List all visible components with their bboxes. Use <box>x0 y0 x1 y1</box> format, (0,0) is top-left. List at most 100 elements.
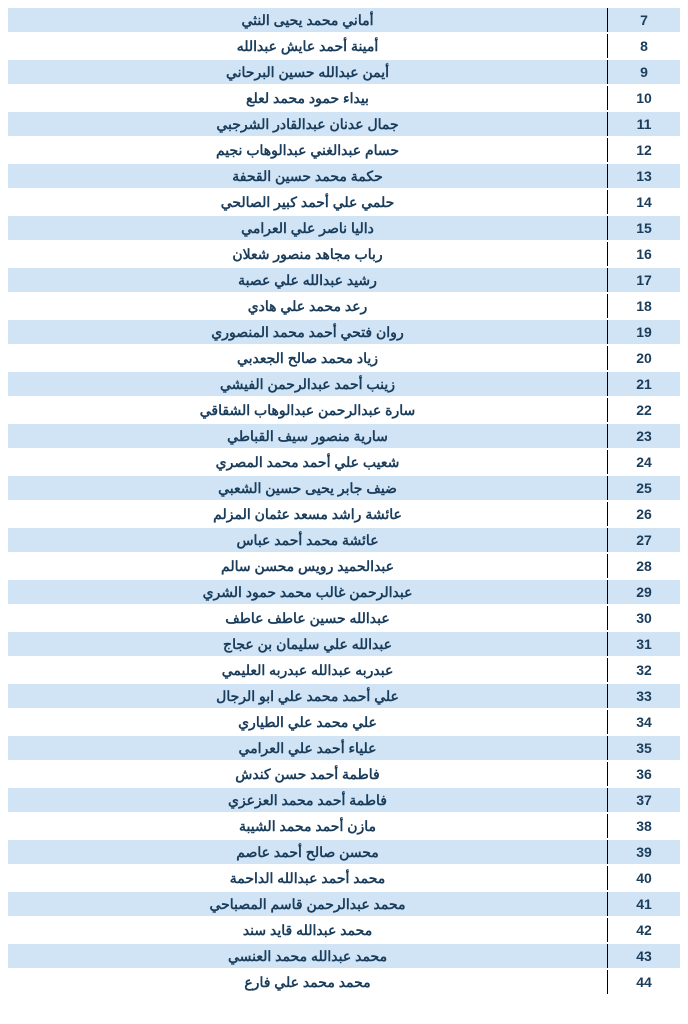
table-row: أيمن عبدالله حسين البرحاني9 <box>8 60 680 86</box>
table-row: حلمي علي أحمد كبير الصالحي14 <box>8 190 680 216</box>
table-row: عبدالرحمن غالب محمد حمود الشري29 <box>8 580 680 606</box>
number-cell: 35 <box>608 736 680 760</box>
table-row: داليا ناصر علي العرامي15 <box>8 216 680 242</box>
table-row: محمد عبدالرحمن قاسم المصباحي41 <box>8 892 680 918</box>
table-row: محمد أحمد عبدالله الداحمة40 <box>8 866 680 892</box>
name-cell: محمد عبدالله قايد سند <box>8 918 608 942</box>
number-cell: 19 <box>608 320 680 344</box>
number-cell: 27 <box>608 528 680 552</box>
number-cell: 22 <box>608 398 680 422</box>
table-row: رباب مجاهد منصور شعلان16 <box>8 242 680 268</box>
table-row: عبدالحميد رويس محسن سالم28 <box>8 554 680 580</box>
number-cell: 34 <box>608 710 680 734</box>
name-cell: محسن صالح أحمد عاصم <box>8 840 608 864</box>
table-row: زينب أحمد عبدالرحمن الفيشي21 <box>8 372 680 398</box>
name-cell: مازن أحمد محمد الشيبة <box>8 814 608 838</box>
table-row: سارة عبدالرحمن عبدالوهاب الشقاقي22 <box>8 398 680 424</box>
name-cell: عائشة راشد مسعد عثمان المزلم <box>8 502 608 526</box>
number-cell: 39 <box>608 840 680 864</box>
number-cell: 24 <box>608 450 680 474</box>
name-cell: محمد عبدالله محمد العنسي <box>8 944 608 968</box>
table-row: مازن أحمد محمد الشيبة38 <box>8 814 680 840</box>
number-cell: 42 <box>608 918 680 942</box>
name-cell: حكمة محمد حسين القحفة <box>8 164 608 188</box>
name-cell: زياد محمد صالح الجعدبي <box>8 346 608 370</box>
table-row: عبدالله علي سليمان بن عجاج31 <box>8 632 680 658</box>
number-cell: 7 <box>608 8 680 32</box>
number-cell: 36 <box>608 762 680 786</box>
table-row: روان فتحي أحمد محمد المنصوري19 <box>8 320 680 346</box>
name-cell: رباب مجاهد منصور شعلان <box>8 242 608 266</box>
table-row: عبدالله حسين عاطف عاطف30 <box>8 606 680 632</box>
name-cell: عائشة محمد أحمد عباس <box>8 528 608 552</box>
table-row: أمينة أحمد عايش عبدالله8 <box>8 34 680 60</box>
number-cell: 40 <box>608 866 680 890</box>
name-cell: محمد أحمد عبدالله الداحمة <box>8 866 608 890</box>
table-row: محمد محمد علي فارع44 <box>8 970 680 996</box>
number-cell: 23 <box>608 424 680 448</box>
table-row: أماني محمد يحيى النثي7 <box>8 8 680 34</box>
name-cell: محمد عبدالرحمن قاسم المصباحي <box>8 892 608 916</box>
name-cell: داليا ناصر علي العرامي <box>8 216 608 240</box>
name-cell: جمال عدنان عبدالقادر الشرجبي <box>8 112 608 136</box>
number-cell: 38 <box>608 814 680 838</box>
number-cell: 30 <box>608 606 680 630</box>
number-cell: 13 <box>608 164 680 188</box>
name-cell: عبدربه عبدالله عبدربه العليمي <box>8 658 608 682</box>
number-cell: 8 <box>608 34 680 58</box>
table-row: رشيد عبدالله علي عصبة17 <box>8 268 680 294</box>
table-row: ضيف جابر يحيى حسين الشعبي25 <box>8 476 680 502</box>
name-cell: رعد محمد علي هادي <box>8 294 608 318</box>
number-cell: 21 <box>608 372 680 396</box>
name-cell: ضيف جابر يحيى حسين الشعبي <box>8 476 608 500</box>
name-cell: علي أحمد محمد علي ابو الرجال <box>8 684 608 708</box>
name-cell: أيمن عبدالله حسين البرحاني <box>8 60 608 84</box>
number-cell: 16 <box>608 242 680 266</box>
number-cell: 26 <box>608 502 680 526</box>
table-row: رعد محمد علي هادي18 <box>8 294 680 320</box>
names-table: أماني محمد يحيى النثي7أمينة أحمد عايش عب… <box>8 8 680 996</box>
table-row: بيداء حمود محمد لعلع10 <box>8 86 680 112</box>
table-row: علي أحمد محمد علي ابو الرجال33 <box>8 684 680 710</box>
name-cell: سارة عبدالرحمن عبدالوهاب الشقاقي <box>8 398 608 422</box>
number-cell: 18 <box>608 294 680 318</box>
name-cell: زينب أحمد عبدالرحمن الفيشي <box>8 372 608 396</box>
name-cell: سارية منصور سيف القباطي <box>8 424 608 448</box>
table-row: علياء أحمد علي العرامي35 <box>8 736 680 762</box>
name-cell: عبدالحميد رويس محسن سالم <box>8 554 608 578</box>
name-cell: بيداء حمود محمد لعلع <box>8 86 608 110</box>
number-cell: 32 <box>608 658 680 682</box>
table-row: شعيب علي أحمد محمد المصري24 <box>8 450 680 476</box>
table-row: فاطمة أحمد محمد العزعزي37 <box>8 788 680 814</box>
number-cell: 20 <box>608 346 680 370</box>
table-row: سارية منصور سيف القباطي23 <box>8 424 680 450</box>
name-cell: أماني محمد يحيى النثي <box>8 8 608 32</box>
table-row: عبدربه عبدالله عبدربه العليمي32 <box>8 658 680 684</box>
name-cell: شعيب علي أحمد محمد المصري <box>8 450 608 474</box>
number-cell: 14 <box>608 190 680 214</box>
table-row: محمد عبدالله محمد العنسي43 <box>8 944 680 970</box>
table-row: محمد عبدالله قايد سند42 <box>8 918 680 944</box>
number-cell: 9 <box>608 60 680 84</box>
number-cell: 44 <box>608 970 680 994</box>
name-cell: علياء أحمد علي العرامي <box>8 736 608 760</box>
name-cell: عبدالرحمن غالب محمد حمود الشري <box>8 580 608 604</box>
name-cell: رشيد عبدالله علي عصبة <box>8 268 608 292</box>
number-cell: 15 <box>608 216 680 240</box>
name-cell: روان فتحي أحمد محمد المنصوري <box>8 320 608 344</box>
number-cell: 41 <box>608 892 680 916</box>
table-row: علي محمد علي الطياري34 <box>8 710 680 736</box>
name-cell: حسام عبدالغني عبدالوهاب نجيم <box>8 138 608 162</box>
number-cell: 31 <box>608 632 680 656</box>
number-cell: 11 <box>608 112 680 136</box>
table-row: حكمة محمد حسين القحفة13 <box>8 164 680 190</box>
number-cell: 17 <box>608 268 680 292</box>
number-cell: 29 <box>608 580 680 604</box>
name-cell: أمينة أحمد عايش عبدالله <box>8 34 608 58</box>
number-cell: 33 <box>608 684 680 708</box>
table-row: زياد محمد صالح الجعدبي20 <box>8 346 680 372</box>
number-cell: 10 <box>608 86 680 110</box>
table-row: جمال عدنان عبدالقادر الشرجبي11 <box>8 112 680 138</box>
name-cell: فاطمة أحمد محمد العزعزي <box>8 788 608 812</box>
name-cell: عبدالله حسين عاطف عاطف <box>8 606 608 630</box>
